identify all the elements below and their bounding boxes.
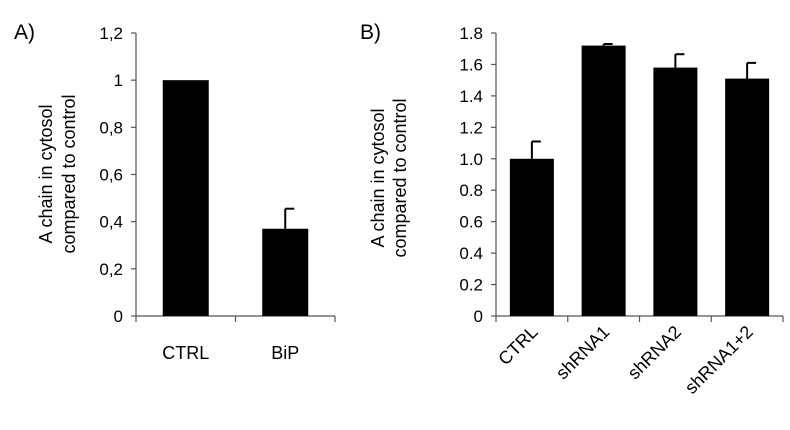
panel-b-bar-shrna1 <box>581 45 626 316</box>
panel-b-y-tick-label: 1.0 <box>459 150 483 169</box>
panel-a-y-tick-label: 0,6 <box>99 166 123 185</box>
panel-b-y-tick-label: 1.2 <box>459 118 483 137</box>
panel-a-y-tick-label: 0,8 <box>99 118 123 137</box>
panel-b-label: B) <box>360 21 381 44</box>
panel-b-y-tick-label: 0.8 <box>459 181 483 200</box>
panel-a-bar-ctrl <box>162 80 209 317</box>
panel-b-x-category-label: shRNA2 <box>624 322 686 384</box>
panel-a-y-tick-label: 0,4 <box>99 213 123 232</box>
panel-a-y-axis-label-line2: compared to control <box>59 94 79 253</box>
panel-b-y-tick-label: 1.8 <box>459 24 483 43</box>
panel-a-x-category-label: BiP <box>271 343 299 363</box>
panel-b-y-tick-label: 1.6 <box>459 55 483 74</box>
panel-b-y-axis-label-line2: compared to control <box>390 98 410 257</box>
panel-b-bar-shrna2 <box>653 67 698 316</box>
panel-b-y-tick-label: 0.2 <box>459 276 483 295</box>
panel-b-x-category-label: CTRL <box>494 322 541 369</box>
panel-b-y-tick-label: 1.4 <box>459 87 483 106</box>
panel-b-y-tick-label: 0.4 <box>459 244 483 263</box>
panel-a-label: A) <box>14 21 35 44</box>
panel-b-bar-ctrl <box>509 158 554 316</box>
panel-a-y-tick-label: 1 <box>114 71 123 90</box>
panel-a-chart: A) A chain in cytosol compared to contro… <box>14 21 336 363</box>
panel-b-y-tick-label: 0 <box>474 307 483 326</box>
panel-a-y-tick-label: 0,2 <box>99 260 123 279</box>
panel-a-bar-bip <box>262 228 309 316</box>
panel-b-y-tick-label: 0.6 <box>459 213 483 232</box>
panel-b-x-category-label: shRNA1 <box>552 322 614 384</box>
panel-b-bar-shrna1-2 <box>725 78 770 316</box>
panel-a-x-category-label: CTRL <box>162 343 209 363</box>
panel-b-chart: B) A chain in cytosol compared to contro… <box>360 21 784 398</box>
panel-a-y-tick-label: 0 <box>114 307 123 326</box>
panel-a-y-axis-label-line1: A chain in cytosol <box>36 104 56 243</box>
panel-b-x-category-label: shRNA1+2 <box>681 322 757 398</box>
panel-a-y-tick-label: 1,2 <box>99 24 123 43</box>
panel-b-y-axis-label-line1: A chain in cytosol <box>368 108 388 247</box>
